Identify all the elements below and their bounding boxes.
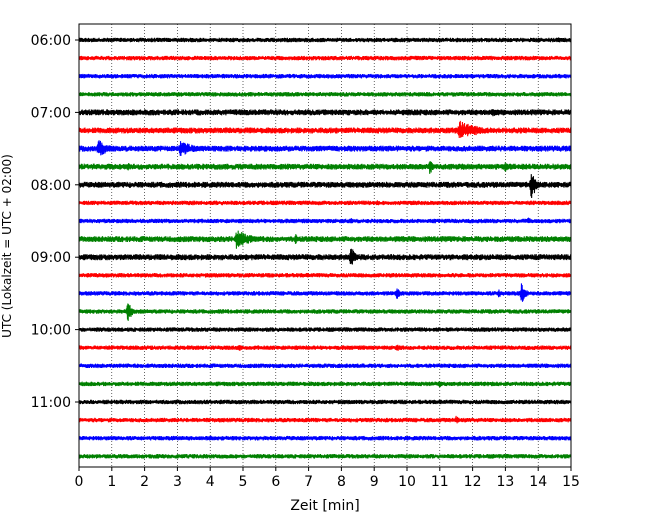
trace-row-0845 <box>78 230 572 249</box>
y-tick-label: 11:00 <box>31 395 71 411</box>
trace-row-1145 <box>78 453 572 459</box>
trace-row-0715 <box>78 120 572 139</box>
trace-row-1115 <box>78 415 572 424</box>
x-tick-label: 13 <box>496 474 514 490</box>
x-tick-label: 12 <box>464 474 482 490</box>
trace-row-0630 <box>78 73 572 79</box>
x-tick-label: 7 <box>304 474 313 490</box>
trace-row-1000 <box>78 327 572 332</box>
trace-row-0930 <box>78 283 572 302</box>
trace-layer <box>78 37 572 459</box>
plot-frame <box>78 23 572 468</box>
trace-row-1100 <box>78 399 572 405</box>
trace-row-0830 <box>78 217 572 224</box>
y-tick-label: 09:00 <box>31 250 71 266</box>
trace-row-1015 <box>78 344 572 351</box>
x-tick-label: 8 <box>337 474 346 490</box>
x-axis-title: Zeit [min] <box>290 498 359 514</box>
x-axis: 0 1 2 3 4 5 6 7 8 9 10 11 12 13 14 15 <box>75 467 580 490</box>
trace-row-0600 <box>78 37 572 43</box>
y-tick-label: 07:00 <box>31 105 71 121</box>
trace-row-0615 <box>78 55 572 61</box>
trace-row-1130 <box>78 435 572 441</box>
trace-row-1030 <box>78 363 572 369</box>
x-tick-label: 11 <box>431 474 449 490</box>
grid-layer <box>111 24 539 467</box>
x-tick-label: 15 <box>562 474 580 490</box>
trace-row-0700 <box>78 109 572 117</box>
y-tick-label: 10:00 <box>31 323 71 339</box>
x-tick-label: 0 <box>75 474 84 490</box>
trace-row-1045 <box>78 381 572 388</box>
trace-row-0745 <box>78 161 572 174</box>
trace-row-0730 <box>78 140 572 157</box>
y-axis: 06:00 07:00 08:00 09:00 10:00 11:00 <box>31 33 79 411</box>
x-tick-label: 1 <box>107 474 116 490</box>
x-tick-label: 14 <box>529 474 547 490</box>
trace-row-0645 <box>78 91 572 97</box>
x-tick-label: 2 <box>140 474 149 490</box>
trace-row-0900 <box>78 248 572 265</box>
trace-row-0915 <box>78 272 572 278</box>
y-tick-label: 06:00 <box>31 33 71 49</box>
trace-row-0815 <box>78 200 572 206</box>
trace-row-0800 <box>78 174 572 199</box>
x-tick-label: 3 <box>173 474 182 490</box>
trace-row-0945 <box>78 303 572 321</box>
x-tick-label: 4 <box>206 474 215 490</box>
x-tick-label: 10 <box>398 474 416 490</box>
x-tick-label: 6 <box>271 474 280 490</box>
y-axis-title: UTC (Lokalzeit = UTC + 02:00) <box>0 154 14 338</box>
x-tick-label: 5 <box>239 474 248 490</box>
y-tick-label: 08:00 <box>31 178 71 194</box>
x-tick-label: 9 <box>370 474 379 490</box>
